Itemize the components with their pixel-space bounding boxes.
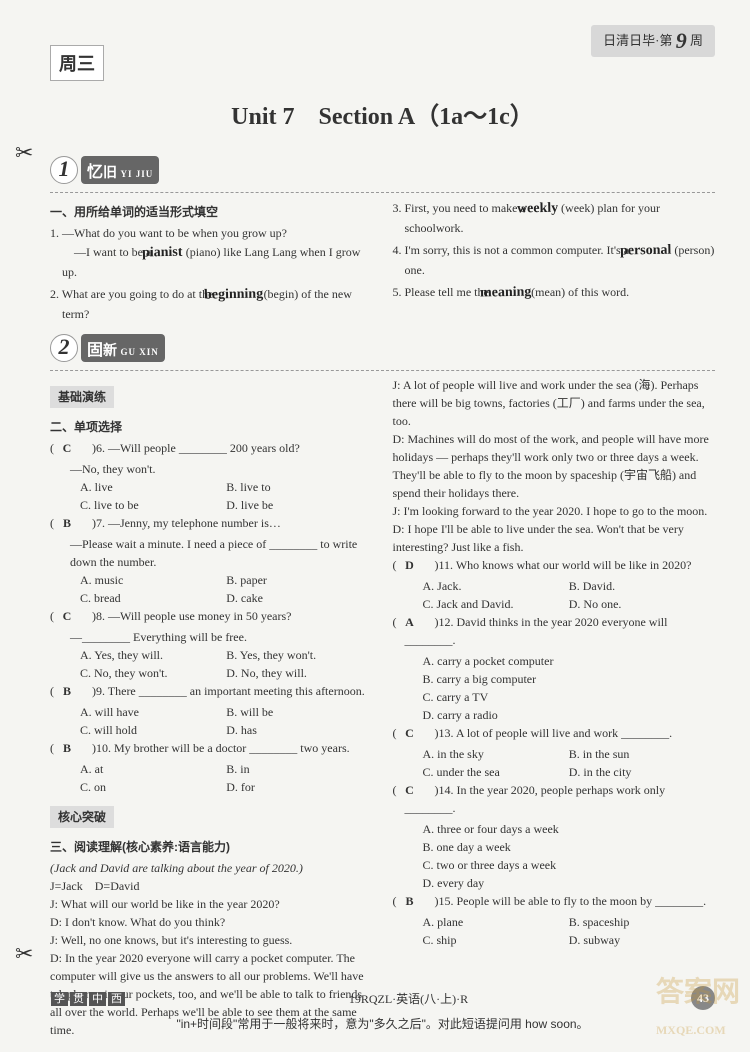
exercise-3-heading: 三、阅读理解(核心素养:语言能力): [50, 838, 373, 856]
scissors-icon: ✂: [15, 140, 33, 166]
q2: 2. What are you going to do at the begin…: [50, 284, 373, 323]
q7: ( B )7. —Jenny, my telephone number is…: [50, 514, 373, 532]
q13: ( C )13. A lot of people will live and w…: [393, 724, 716, 742]
sub-core: 核心突破: [50, 806, 114, 828]
q5: 5. Please tell me the meaning(mean) of t…: [393, 282, 716, 303]
q4: 4. I'm sorry, this is not a common compu…: [393, 240, 716, 279]
scissors-icon-2: ✂: [15, 941, 33, 967]
book-code: 19RQZL·英语(八·上)·R: [349, 990, 468, 1007]
page-footer: 学贯中西 19RQZL·英语(八·上)·R 43 "in+时间段"常用于一般将来…: [50, 986, 715, 1032]
q6: ( C )6. —Will people ________ 200 years …: [50, 439, 373, 457]
section-2-header: 2 固新 GU XIN: [50, 334, 715, 362]
q10: ( B )10. My brother will be a doctor ___…: [50, 739, 373, 757]
passage-p5: J: A lot of people will live and work un…: [393, 376, 716, 430]
q1: 1. —What do you want to be when you grow…: [50, 224, 373, 281]
day-badge: 周三: [50, 45, 104, 81]
exercise-1-heading: 一、用所给单词的适当形式填空: [50, 203, 373, 221]
q12: ( A )12. David thinks in the year 2020 e…: [393, 613, 716, 649]
q8: ( C )8. —Will people use money in 50 yea…: [50, 607, 373, 625]
q11: ( D )11. Who knows what our world will b…: [393, 556, 716, 574]
passage-p6: D: Machines will do most of the work, an…: [393, 430, 716, 502]
passage-p3: J: Well, no one knows, but it's interest…: [50, 931, 373, 949]
section-2-content: 基础演练 二、单项选择 ( C )6. —Will people _______…: [50, 376, 715, 1039]
passage-legend: J=Jack D=David: [50, 877, 373, 895]
brand-logo: 学贯中西: [50, 990, 126, 1006]
passage-p7: J: I'm looking forward to the year 2020.…: [393, 502, 716, 520]
q15: ( B )15. People will be able to fly to t…: [393, 892, 716, 910]
watermark: 答案网MXQE.COM: [656, 970, 740, 1042]
passage-p2: D: I don't know. What do you think?: [50, 913, 373, 931]
exercise-2-heading: 二、单项选择: [50, 418, 373, 436]
passage-p8: D: I hope I'll be able to live under the…: [393, 520, 716, 556]
q14: ( C )14. In the year 2020, people perhap…: [393, 781, 716, 817]
q9: ( B )9. There ________ an important meet…: [50, 682, 373, 700]
section-1-header: 1 忆旧 YI JIU: [50, 156, 715, 184]
section-1-content: 一、用所给单词的适当形式填空 1. —What do you want to b…: [50, 198, 715, 326]
page-title: Unit 7 Section A（1a～1c）: [50, 96, 715, 131]
week-badge: 日清日毕·第 9 周: [591, 25, 715, 57]
q3: 3. First, you need to make a weekly (wee…: [393, 198, 716, 237]
passage-p1: J: What will our world be like in the ye…: [50, 895, 373, 913]
sub-basic: 基础演练: [50, 386, 114, 408]
passage-intro: (Jack and David are talking about the ye…: [50, 859, 373, 877]
footer-tip: "in+时间段"常用于一般将来时，意为"多久之后"。对此短语提问用 how so…: [50, 1015, 715, 1032]
